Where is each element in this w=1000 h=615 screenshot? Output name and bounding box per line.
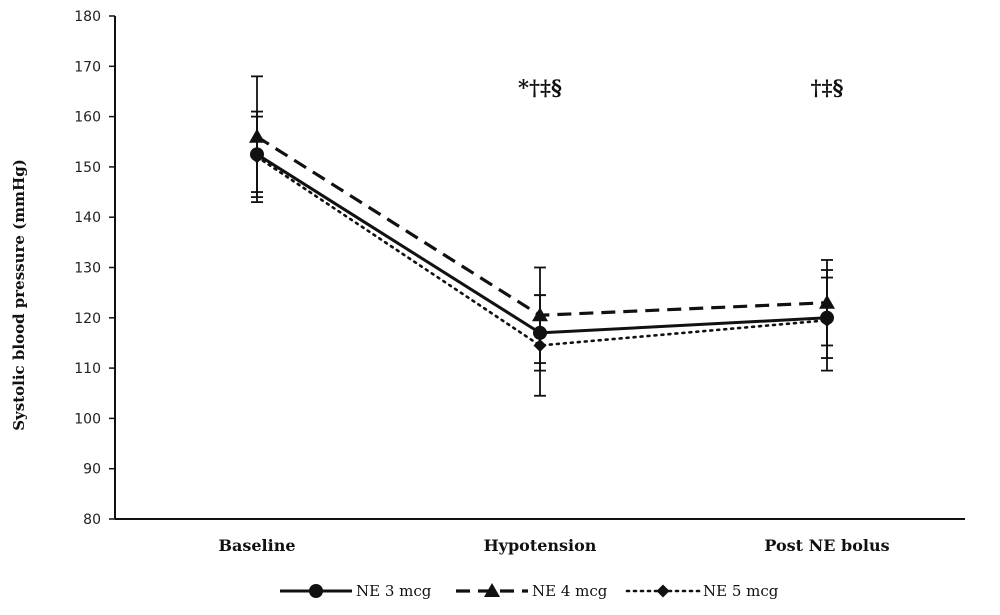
y-tick-label: 90 (83, 462, 101, 478)
x-category-label: Hypotension (484, 536, 597, 555)
series-ne-4-mcg (249, 75, 835, 364)
series-layer (249, 75, 835, 397)
y-tick-label: 80 (83, 512, 101, 528)
series-line (256, 135, 828, 317)
legend-marker (656, 584, 670, 598)
y-tick-label: 140 (74, 210, 101, 226)
x-category-label: Baseline (218, 536, 295, 555)
y-tick-label: 150 (74, 160, 101, 176)
legend-item: NE 3 mcg (280, 582, 432, 600)
legend-marker (309, 584, 323, 598)
y-tick-label: 100 (74, 411, 101, 427)
legend-label: NE 4 mcg (532, 582, 608, 600)
legend-item: NE 4 mcg (456, 582, 608, 600)
data-point (250, 150, 264, 164)
legend-label: NE 5 mcg (703, 582, 779, 600)
data-point (820, 313, 834, 327)
legend-label: NE 3 mcg (356, 582, 432, 600)
y-tick-label: 120 (74, 311, 101, 327)
y-tick-label: 160 (74, 110, 101, 126)
y-tick-label: 110 (74, 361, 101, 377)
legend-marker (484, 583, 500, 597)
significance-annotation: *†‡§ (518, 75, 562, 100)
series-ne-3-mcg (250, 115, 834, 372)
series-line (255, 155, 829, 347)
y-tick-label: 130 (74, 261, 101, 277)
legend: NE 3 mcg NE 4 mcg NE 5 mcg (280, 582, 779, 600)
series-ne-5-mcg (250, 110, 834, 397)
data-point (533, 338, 547, 352)
annotation-layer: *†‡§ †‡§ (518, 75, 843, 100)
legend-item: NE 5 mcg (625, 582, 779, 600)
y-tick-label: 180 (74, 9, 101, 25)
y-axis-title: Systolic blood pressure (mmHg) (10, 159, 28, 431)
axes: 80 90 100 110 120 130 140 150 160 170 180 Baseline H… (74, 9, 965, 555)
significance-annotation: †‡§ (811, 75, 844, 100)
x-category-label: Post NE bolus (764, 536, 889, 555)
y-tick-label: 170 (74, 59, 101, 75)
